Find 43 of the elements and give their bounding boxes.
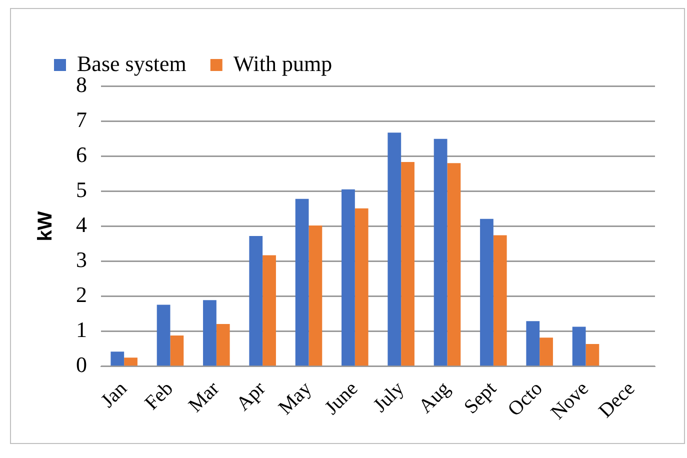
y-tick-label: 0 <box>76 352 87 378</box>
y-tick-label: 6 <box>76 142 87 167</box>
bar <box>586 344 600 366</box>
x-tick-label: Aug <box>414 378 454 418</box>
x-tick-label: Apr <box>232 377 270 416</box>
x-tick-label: Jan <box>96 378 132 412</box>
bar <box>434 138 448 366</box>
x-tick-label: June <box>320 377 362 420</box>
x-tick-label: Sept <box>460 377 501 418</box>
bar <box>480 218 494 366</box>
bar <box>388 132 402 366</box>
bar <box>401 162 414 366</box>
y-tick-label: 5 <box>76 176 87 202</box>
bar <box>540 338 553 366</box>
bar <box>262 255 276 366</box>
bar <box>308 226 322 366</box>
x-tick-label: July <box>369 378 408 417</box>
y-tick-label: 4 <box>76 212 87 237</box>
x-tick-label: May <box>274 378 316 420</box>
y-tick-label: 7 <box>76 106 87 132</box>
y-tick-label: 1 <box>76 317 87 342</box>
x-tick-label: Feb <box>140 378 178 414</box>
x-tick-label: Mar <box>184 377 224 417</box>
bar <box>216 324 230 366</box>
y-tick-label: 3 <box>76 247 87 272</box>
bar <box>249 236 263 366</box>
bar <box>493 235 507 366</box>
bar <box>526 321 540 366</box>
bar <box>203 300 216 366</box>
bar <box>572 326 586 366</box>
x-tick-label: Dece <box>594 377 640 422</box>
bar <box>447 163 461 366</box>
bar <box>124 358 138 366</box>
x-tick-label: Octo <box>504 378 547 421</box>
bar <box>354 208 368 366</box>
bar <box>110 352 124 366</box>
y-axis-title: kW <box>34 211 57 242</box>
y-tick-label: 2 <box>76 282 87 308</box>
legend-label: With pump <box>233 50 332 76</box>
bar <box>170 336 184 366</box>
bar <box>156 304 170 366</box>
bar <box>342 189 355 366</box>
bar <box>295 198 309 366</box>
